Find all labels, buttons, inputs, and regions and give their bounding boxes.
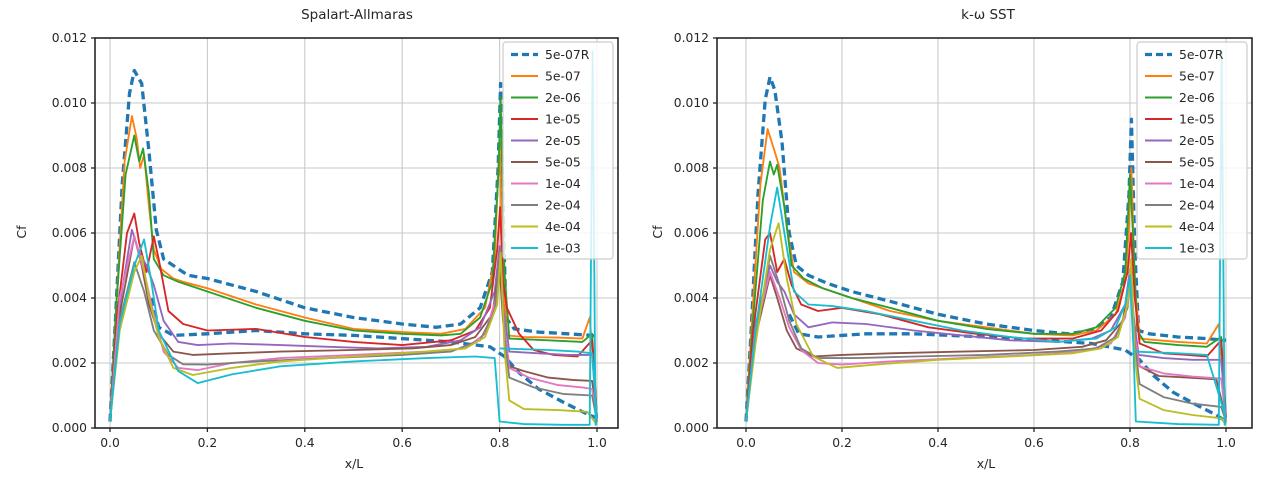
- x-tick-label: 0.2: [832, 436, 852, 450]
- series-1e-03: [109, 50, 598, 426]
- legend-label: 5e-07R: [1179, 47, 1224, 62]
- series-5e-05: [745, 274, 1227, 422]
- y-tick-label: 0.012: [52, 31, 87, 45]
- legend-label: 1e-04: [1179, 176, 1215, 191]
- x-axis-label-right: x/L: [976, 456, 996, 471]
- subplot-0: 0.0 0.2 0.4 0.6 0.8 1.0 0.000 0.002 0.004 0.006 0.…: [52, 31, 619, 450]
- x-tick-label: 0.4: [295, 436, 315, 450]
- y-tick-label: 0.010: [52, 96, 87, 110]
- x-tick-label: 0.0: [736, 436, 756, 450]
- x-tick-label: 0.8: [490, 436, 510, 450]
- plot-title-k-omega-sst: k-ω SST: [961, 7, 1015, 23]
- series-1e-03: [745, 50, 1227, 426]
- plot-title-spalart-allmaras: Spalart-Allmaras: [301, 7, 413, 23]
- y-tick-label: 0.002: [52, 356, 87, 370]
- legend-label: 1e-05: [545, 111, 581, 126]
- series-group: [108, 50, 598, 426]
- legend-label: 2e-05: [545, 133, 581, 148]
- series-2e-04: [745, 254, 1227, 422]
- legend-label: 1e-03: [545, 240, 581, 255]
- legend-label: 5e-07R: [545, 47, 590, 62]
- y-tick-label: 0.006: [52, 226, 87, 240]
- legend-label: 2e-05: [1179, 133, 1215, 148]
- series-5e-07R: [744, 75, 1227, 422]
- y-tick-label: 0.008: [52, 161, 87, 175]
- y-tick-label: 0.010: [674, 96, 709, 110]
- legend-label: 2e-04: [545, 197, 581, 212]
- y-tick-label: 0.008: [674, 161, 709, 175]
- series-2e-05: [109, 228, 598, 422]
- x-axis-label-left: x/L: [344, 456, 364, 471]
- x-tick-label: 0.4: [928, 436, 948, 450]
- subplot-1: 0.0 0.2 0.4 0.6 0.8 1.0 0.000 0.002 0.004 0.006 0.…: [674, 31, 1253, 450]
- legend: 5e-07R 5e-07 2e-06 1e-05 2e-05 5e-05 1e-04 2e-0…: [1136, 41, 1248, 260]
- legend-label: 1e-03: [1179, 240, 1215, 255]
- legend-label: 2e-04: [1179, 197, 1215, 212]
- legend-label: 5e-07: [545, 68, 581, 83]
- x-tick-label: 0.2: [198, 436, 218, 450]
- y-tick-label: 0.002: [674, 356, 709, 370]
- x-tick-label: 0.6: [1024, 436, 1044, 450]
- legend-label: 5e-07: [1179, 68, 1215, 83]
- series-1e-04: [745, 271, 1227, 422]
- legend-label: 2e-06: [545, 90, 581, 105]
- y-tick-label: 0.006: [674, 226, 709, 240]
- x-tick-label: 1.0: [1216, 436, 1236, 450]
- legend-label: 5e-05: [1179, 154, 1215, 169]
- y-tick-label: 0.004: [52, 291, 87, 305]
- legend-label: 1e-05: [1179, 111, 1215, 126]
- y-tick-label: 0.000: [52, 421, 87, 435]
- y-tick-label: 0.012: [674, 31, 709, 45]
- series-5e-05: [109, 235, 598, 422]
- x-tick-label: 0.6: [392, 436, 412, 450]
- series-2e-06: [745, 160, 1227, 422]
- legend: 5e-07R 5e-07 2e-06 1e-05 2e-05 5e-05 1e-04 2e-0…: [502, 41, 614, 260]
- series-5e-07R-branch2: [149, 297, 598, 420]
- series-5e-07: [109, 115, 598, 422]
- series-1e-03-branch2: [1134, 350, 1227, 419]
- y-axis-label-left: Cf: [14, 225, 29, 239]
- y-tick-label: 0.004: [674, 291, 709, 305]
- ticks: 0.0 0.2 0.4 0.6 0.8 1.0 0.000 0.002 0.004 0.006 0.…: [52, 31, 607, 450]
- legend-label: 5e-05: [545, 154, 581, 169]
- x-tick-label: 0.0: [100, 436, 120, 450]
- y-tick-label: 0.000: [674, 421, 709, 435]
- series-2e-04: [109, 248, 598, 422]
- ticks: 0.0 0.2 0.4 0.6 0.8 1.0 0.000 0.002 0.004 0.006 0.…: [674, 31, 1236, 450]
- x-tick-label: 1.0: [587, 436, 607, 450]
- x-tick-label: 0.8: [1120, 436, 1140, 450]
- legend-label: 4e-04: [545, 219, 581, 234]
- series-4e-04: [745, 222, 1227, 426]
- legend-label: 4e-04: [1179, 219, 1215, 234]
- series-4e-04: [109, 251, 598, 426]
- y-axis-label-right: Cf: [650, 225, 665, 239]
- series-1e-03-branch2: [499, 347, 598, 419]
- series-group: [744, 50, 1227, 426]
- series-2e-05: [745, 264, 1227, 422]
- series-2e-06: [109, 95, 598, 422]
- legend-label: 2e-06: [1179, 90, 1215, 105]
- legend-label: 1e-04: [545, 176, 581, 191]
